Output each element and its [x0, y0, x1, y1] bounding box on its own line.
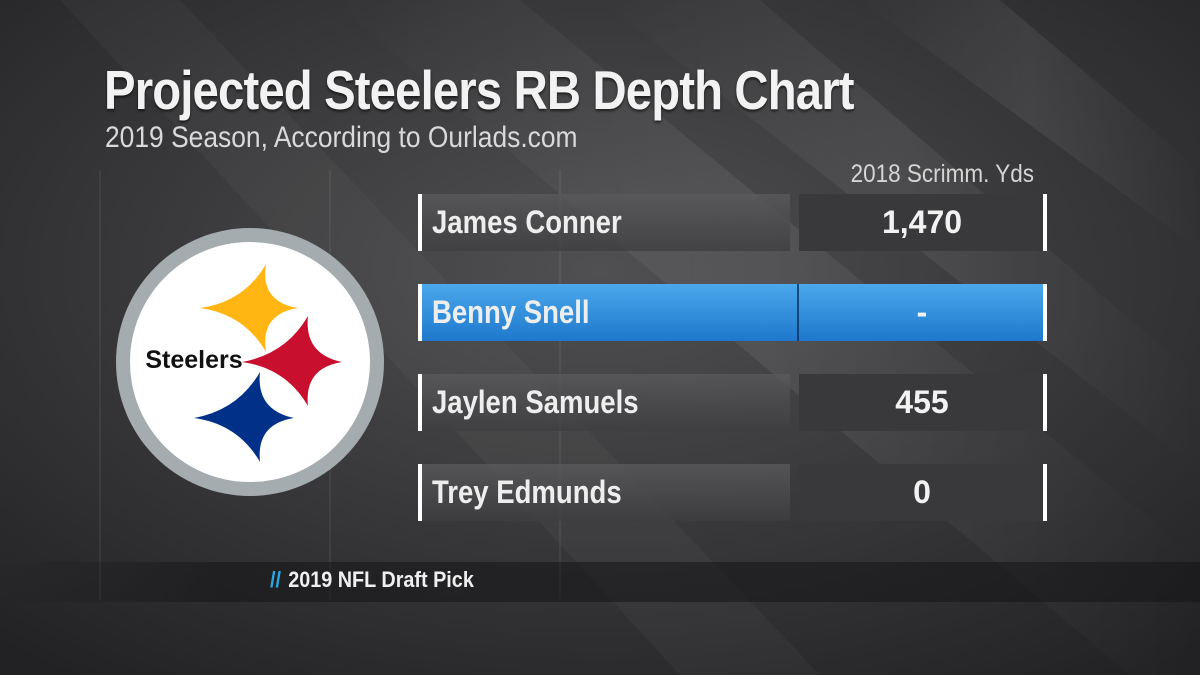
name-cell: [418, 374, 790, 431]
player-name: Benny Snell: [432, 294, 590, 330]
row-edge: [1043, 374, 1047, 431]
player-name: James Conner: [432, 204, 622, 240]
name-cell: [418, 464, 790, 521]
depth-chart-row: Jaylen Samuels 455: [418, 374, 1050, 431]
scrimmage-yards: 0: [913, 474, 931, 510]
page-subtitle: 2019 Season, According to Ourlads.com: [105, 121, 578, 154]
player-name: Jaylen Samuels: [432, 384, 639, 420]
value-cell: [799, 194, 1045, 251]
depth-chart-row: James Conner 1,470: [418, 194, 1050, 251]
page-title: Projected Steelers RB Depth Chart: [104, 59, 855, 121]
value-cell: [799, 464, 1045, 521]
player-name: Trey Edmunds: [432, 474, 622, 510]
scrimmage-yards: 455: [895, 384, 949, 420]
name-cell: [418, 284, 790, 341]
red-star-icon: [242, 316, 342, 406]
column-header: 2018 Scrimm. Yds: [850, 160, 1034, 188]
blue-star-icon: [194, 372, 294, 462]
value-cell: [790, 284, 1045, 341]
footer-band: [0, 562, 1200, 602]
value-cell: [799, 374, 1045, 431]
scrimmage-yards: 1,470: [881, 204, 963, 240]
footnote: //2019 NFL Draft Pick: [270, 567, 474, 593]
cell-divider: [797, 284, 799, 341]
footnote-marker: //: [270, 567, 282, 592]
name-cell: [418, 194, 790, 251]
depth-chart-row-highlighted: Benny Snell -: [418, 284, 1050, 341]
row-edge: [1043, 464, 1047, 521]
depth-chart-row: Trey Edmunds 0: [418, 464, 1050, 521]
steelers-logo: Steelers: [116, 228, 384, 496]
row-edge: [1043, 194, 1047, 251]
yellow-star-icon: [200, 264, 298, 352]
row-edge: [1043, 284, 1047, 341]
scrimmage-yards: -: [916, 294, 928, 330]
footnote-text: 2019 NFL Draft Pick: [288, 567, 474, 592]
logo-wordmark: Steelers: [145, 346, 242, 374]
